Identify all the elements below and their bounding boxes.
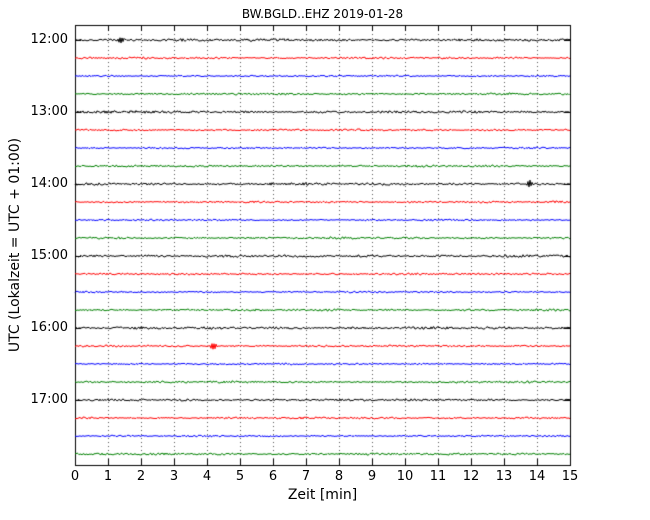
x-tick-label: 13: [495, 469, 513, 484]
x-tick-label: 5: [235, 469, 245, 484]
y-tick-label: 16:00: [30, 320, 68, 335]
x-tick-label: 14: [528, 469, 546, 484]
x-tick-label: 15: [561, 469, 579, 484]
x-tick-label: 12: [462, 469, 480, 484]
x-tick-label: 1: [103, 469, 113, 484]
x-axis-label: Zeit [min]: [287, 487, 358, 503]
x-tick-label: 8: [334, 469, 344, 484]
y-tick-label: 14:00: [30, 176, 68, 191]
x-tick-label: 7: [301, 469, 311, 484]
x-tick-label: 2: [136, 469, 146, 484]
x-tick-label: 0: [70, 469, 80, 484]
chart-title: BW.BGLD..EHZ 2019-01-28: [241, 7, 404, 21]
y-tick-label: 17:00: [30, 392, 68, 407]
x-tick-label: 3: [169, 469, 179, 484]
x-tick-label: 6: [268, 469, 278, 484]
x-tick-label: 9: [367, 469, 377, 484]
y-tick-label: 15:00: [30, 248, 68, 263]
x-tick-label: 10: [396, 469, 414, 484]
y-tick-label: 13:00: [30, 104, 68, 119]
y-tick-label: 12:00: [30, 32, 68, 47]
x-tick-label: 4: [202, 469, 212, 484]
x-tick-label: 11: [429, 469, 447, 484]
